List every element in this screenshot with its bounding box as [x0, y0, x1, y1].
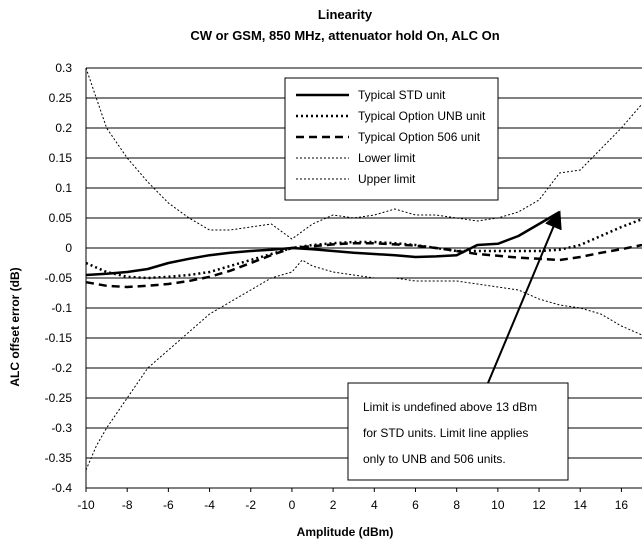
annotation-line-1: Limit is undefined above 13 dBm — [363, 400, 537, 414]
x-tick-label: 12 — [532, 498, 546, 512]
annotation-line-2: for STD units. Limit line applies — [363, 426, 528, 440]
x-tick-label: 10 — [491, 498, 505, 512]
annotation: Limit is undefined above 13 dBm for STD … — [347, 210, 569, 481]
annotation-arrow — [487, 210, 562, 384]
annotation-box — [347, 382, 569, 481]
x-tick-label: -2 — [245, 498, 256, 512]
legend-box — [284, 77, 499, 201]
y-tick-label: 0.3 — [55, 61, 72, 75]
y-axis-title: ALC offset error (dB) — [8, 267, 22, 386]
y-tick-label: -0.3 — [51, 421, 72, 435]
x-tick-label: 0 — [289, 498, 296, 512]
y-tick-label: -0.2 — [51, 361, 72, 375]
series-typical-option-506-unit — [85, 241, 642, 289]
legend-label-upper-limit: Upper limit — [358, 172, 416, 186]
y-tick-label: 0.25 — [49, 91, 73, 105]
x-axis-title: Amplitude (dBm) — [297, 525, 394, 539]
annotation-line-3: only to UNB and 506 units. — [363, 452, 506, 466]
x-tick-label: -6 — [163, 498, 174, 512]
legend-label-typical-option-unb-unit: Typical Option UNB unit — [358, 109, 486, 123]
y-tick-labels: 0.3 0.25 0.2 0.15 0.1 0.05 0 -0.05 -0.1 -0.15 -0.2… — [45, 61, 73, 495]
series-typical-std-unit — [85, 210, 561, 277]
x-tick-label: -4 — [204, 498, 215, 512]
chart-title: Linearity — [318, 7, 373, 22]
y-tick-label: 0.1 — [55, 181, 72, 195]
y-tick-label: -0.4 — [51, 481, 72, 495]
series-upper-limit — [85, 67, 642, 240]
y-tick-label: -0.25 — [45, 391, 73, 405]
y-tick-label: 0 — [65, 241, 72, 255]
legend-label-typical-std-unit: Typical STD unit — [358, 88, 446, 102]
y-tick-label: 0.05 — [49, 211, 73, 225]
y-tick-label: -0.15 — [45, 331, 73, 345]
axes — [85, 68, 642, 492]
x-tick-label: 16 — [615, 498, 629, 512]
series-lower-limit — [85, 259, 642, 471]
y-tick-label: -0.1 — [51, 301, 72, 315]
x-tick-label: 14 — [574, 498, 588, 512]
y-tick-label: 0.2 — [55, 121, 72, 135]
x-tick-label: 4 — [371, 498, 378, 512]
y-tick-label: -0.35 — [45, 451, 73, 465]
series-typical-option-unb-unit — [85, 218, 642, 280]
x-tick-label: 6 — [412, 498, 419, 512]
x-tick-labels: -10 -8 -6 -4 -2 0 2 4 6 8 10 12 14 16 — [77, 498, 628, 512]
series-lines — [85, 67, 642, 471]
y-tick-label: -0.05 — [45, 271, 73, 285]
legend: Typical STD unit Typical Option UNB unit T… — [284, 77, 499, 201]
y-tick-label: 0.15 — [49, 151, 73, 165]
x-tick-label: -10 — [77, 498, 95, 512]
legend-label-lower-limit: Lower limit — [358, 151, 416, 165]
x-tick-label: 8 — [453, 498, 460, 512]
legend-label-typical-option-506-unit: Typical Option 506 unit — [358, 130, 481, 144]
x-tick-label: 2 — [330, 498, 337, 512]
chart-subtitle: CW or GSM, 850 MHz, attenuator hold On, … — [190, 28, 499, 43]
x-tick-label: -8 — [122, 498, 133, 512]
